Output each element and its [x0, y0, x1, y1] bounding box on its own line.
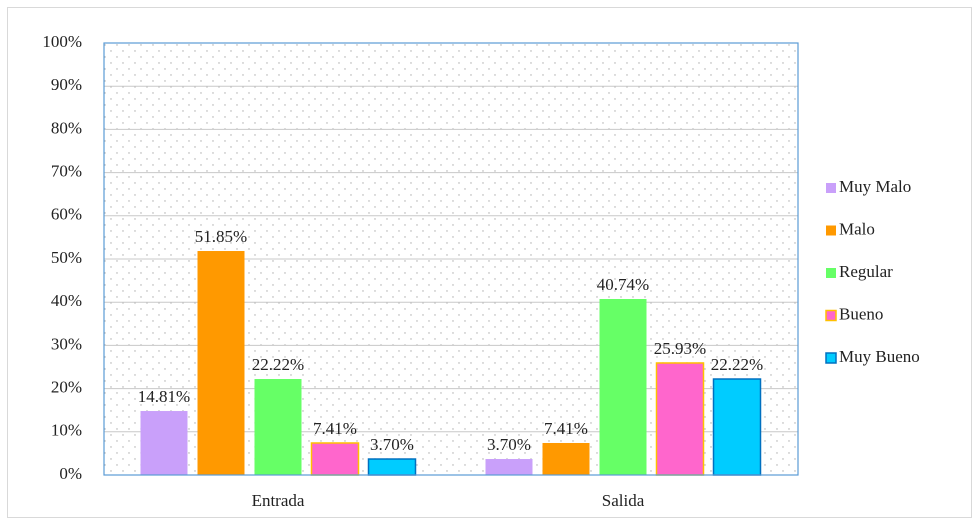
bar: [197, 251, 245, 475]
data-label: 14.81%: [138, 387, 190, 406]
bar: [655, 362, 705, 476]
y-tick-label: 0%: [59, 464, 82, 483]
data-label: 40.74%: [597, 275, 649, 294]
y-tick-label: 20%: [51, 378, 82, 397]
data-label: 7.41%: [544, 419, 588, 438]
legend-label: Bueno: [839, 304, 883, 323]
y-tick-label: 90%: [51, 75, 82, 94]
legend-swatch: [825, 352, 837, 364]
bar: [140, 411, 188, 475]
plot-border: [103, 42, 799, 476]
data-label: 22.22%: [252, 355, 304, 374]
data-label: 3.70%: [370, 435, 414, 454]
x-tick-label: Entrada: [252, 491, 305, 510]
data-label: 25.93%: [654, 339, 706, 358]
legend-label: Regular: [839, 262, 893, 281]
data-label: 3.70%: [487, 435, 531, 454]
legend-label: Muy Malo: [839, 177, 911, 196]
data-label: 51.85%: [195, 227, 247, 246]
y-tick-label: 80%: [51, 118, 82, 137]
y-tick-label: 60%: [51, 205, 82, 224]
data-label: 7.41%: [313, 419, 357, 438]
y-tick-label: 10%: [51, 421, 82, 440]
legend-swatch: [826, 268, 836, 278]
data-label: 22.22%: [711, 355, 763, 374]
y-tick-label: 100%: [42, 32, 82, 51]
x-tick-label: Salida: [602, 491, 645, 510]
y-tick-label: 50%: [51, 248, 82, 267]
bar: [310, 442, 360, 476]
bar: [542, 442, 590, 475]
legend-swatch: [826, 183, 836, 193]
legend-swatch: [825, 309, 837, 322]
legend-label: Muy Bueno: [839, 347, 920, 366]
legend-label: Malo: [839, 219, 875, 238]
y-tick-label: 40%: [51, 291, 82, 310]
legend-swatch: [826, 225, 836, 236]
bar: [254, 379, 302, 475]
y-tick-label: 30%: [51, 334, 82, 353]
bar: [599, 299, 647, 475]
bar: [485, 459, 533, 475]
bar: [712, 378, 762, 476]
y-tick-label: 70%: [51, 162, 82, 181]
bar: [367, 458, 417, 476]
